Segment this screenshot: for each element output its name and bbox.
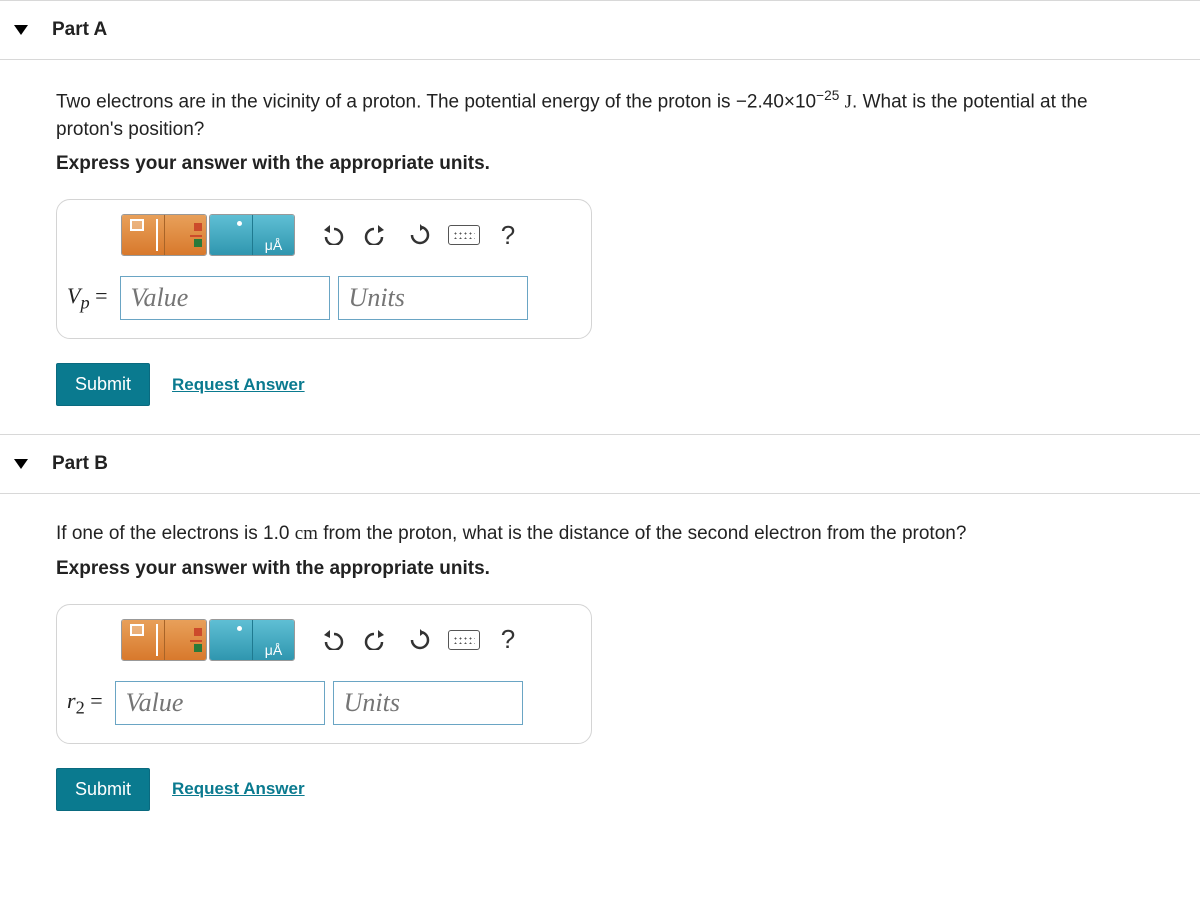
- part-a-input-row: Vp =: [71, 276, 577, 320]
- help-icon: ?: [501, 220, 515, 251]
- symbols-button[interactable]: [210, 215, 252, 255]
- symbols-icon: [237, 626, 242, 631]
- symbol-tool-group: μÅ: [209, 619, 295, 661]
- equation-toolbar: μÅ ?: [121, 619, 577, 661]
- part-b-var-label: r2 =: [67, 688, 103, 718]
- reset-icon: [409, 224, 431, 246]
- part-a-question: Two electrons are in the vicinity of a p…: [56, 86, 1144, 143]
- symbols-icon: [237, 221, 242, 226]
- help-icon: ?: [501, 624, 515, 655]
- fraction-button[interactable]: [164, 215, 206, 255]
- reset-button[interactable]: [403, 623, 437, 657]
- part-a-title: Part A: [52, 19, 107, 41]
- part-b-body: If one of the electrons is 1.0 cm from t…: [0, 494, 1200, 839]
- redo-button[interactable]: [359, 218, 393, 252]
- angstrom-button[interactable]: μÅ: [252, 215, 294, 255]
- templates-button[interactable]: [122, 215, 164, 255]
- part-b-answer-box: μÅ ? r2 =: [56, 604, 592, 744]
- part-b-request-answer-link[interactable]: Request Answer: [172, 779, 305, 799]
- fraction-button[interactable]: [164, 620, 206, 660]
- part-a-header[interactable]: Part A: [0, 0, 1200, 60]
- keyboard-button[interactable]: [447, 623, 481, 657]
- part-b-header[interactable]: Part B: [0, 434, 1200, 494]
- keyboard-icon: [448, 225, 480, 245]
- undo-icon: [320, 225, 344, 245]
- redo-button[interactable]: [359, 623, 393, 657]
- part-a-units-input[interactable]: [338, 276, 528, 320]
- part-a-instruction: Express your answer with the appropriate…: [56, 153, 1144, 175]
- part-b-submit-button[interactable]: Submit: [56, 768, 150, 811]
- keyboard-button[interactable]: [447, 218, 481, 252]
- plain-tool-group: ?: [315, 623, 525, 657]
- collapse-icon: [14, 459, 28, 469]
- part-a-submit-button[interactable]: Submit: [56, 363, 150, 406]
- equation-toolbar: μÅ ?: [121, 214, 577, 256]
- part-b-units-input[interactable]: [333, 681, 523, 725]
- part-b-actions: Submit Request Answer: [56, 768, 1144, 811]
- reset-icon: [409, 629, 431, 651]
- part-a-value-input[interactable]: [120, 276, 330, 320]
- template-tool-group: [121, 619, 207, 661]
- redo-icon: [364, 630, 388, 650]
- fraction-icon: [165, 620, 206, 660]
- template-tool-group: [121, 214, 207, 256]
- part-a-answer-box: μÅ ? Vp =: [56, 199, 592, 339]
- templates-button[interactable]: [122, 620, 164, 660]
- part-a-body: Two electrons are in the vicinity of a p…: [0, 60, 1200, 434]
- symbol-tool-group: μÅ: [209, 214, 295, 256]
- part-a-actions: Submit Request Answer: [56, 363, 1144, 406]
- undo-button[interactable]: [315, 623, 349, 657]
- undo-icon: [320, 630, 344, 650]
- help-button[interactable]: ?: [491, 623, 525, 657]
- angstrom-button[interactable]: μÅ: [252, 620, 294, 660]
- part-b-instruction: Express your answer with the appropriate…: [56, 558, 1144, 580]
- templates-icon: [122, 215, 164, 255]
- fraction-icon: [165, 215, 206, 255]
- redo-icon: [364, 225, 388, 245]
- collapse-icon: [14, 25, 28, 35]
- templates-icon: [122, 620, 164, 660]
- plain-tool-group: ?: [315, 218, 525, 252]
- angstrom-icon: μÅ: [253, 642, 294, 658]
- part-a-request-answer-link[interactable]: Request Answer: [172, 375, 305, 395]
- symbols-button[interactable]: [210, 620, 252, 660]
- reset-button[interactable]: [403, 218, 437, 252]
- undo-button[interactable]: [315, 218, 349, 252]
- part-b-value-input[interactable]: [115, 681, 325, 725]
- part-b-title: Part B: [52, 453, 108, 475]
- part-a-var-label: Vp =: [67, 283, 108, 313]
- help-button[interactable]: ?: [491, 218, 525, 252]
- keyboard-icon: [448, 630, 480, 650]
- part-b-input-row: r2 =: [71, 681, 577, 725]
- angstrom-icon: μÅ: [253, 237, 294, 253]
- part-b-question: If one of the electrons is 1.0 cm from t…: [56, 520, 1144, 548]
